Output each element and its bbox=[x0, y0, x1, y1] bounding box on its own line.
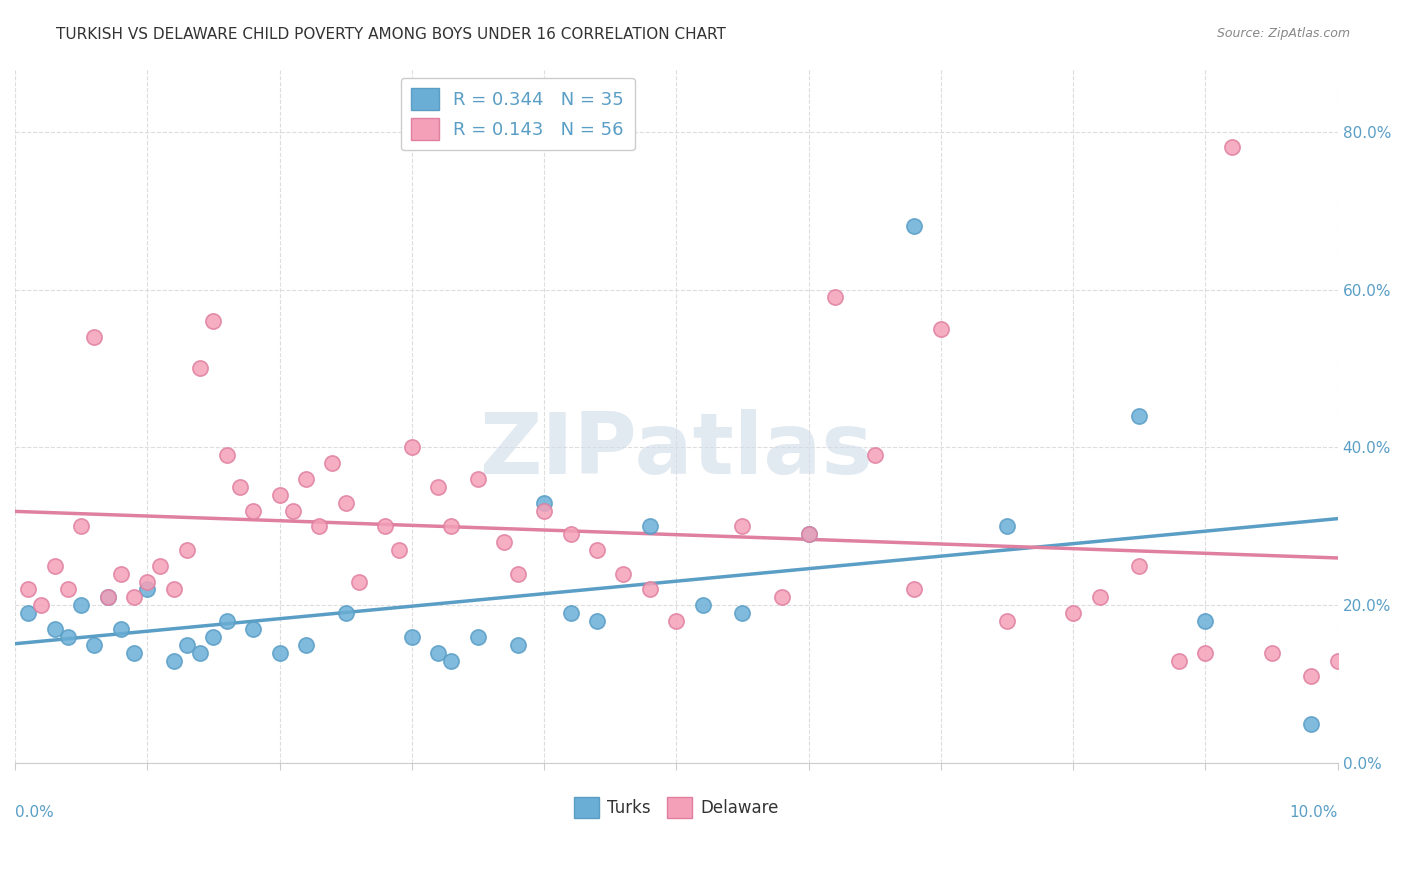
Text: 0.0%: 0.0% bbox=[15, 805, 53, 820]
Point bbox=[242, 622, 264, 636]
Point bbox=[229, 480, 252, 494]
Point bbox=[70, 519, 93, 533]
Point bbox=[995, 614, 1018, 628]
Point bbox=[1128, 409, 1150, 423]
Point bbox=[797, 527, 820, 541]
Point bbox=[202, 314, 225, 328]
Point bbox=[1167, 653, 1189, 667]
Point bbox=[295, 638, 318, 652]
Point bbox=[335, 496, 357, 510]
Point bbox=[122, 591, 145, 605]
Point bbox=[149, 558, 172, 573]
Point bbox=[97, 591, 120, 605]
Point bbox=[612, 566, 634, 581]
Point bbox=[30, 599, 52, 613]
Point bbox=[44, 622, 66, 636]
Legend: Turks, Delaware: Turks, Delaware bbox=[567, 790, 786, 824]
Point bbox=[440, 519, 463, 533]
Point bbox=[506, 638, 529, 652]
Point bbox=[176, 543, 198, 558]
Point bbox=[692, 599, 714, 613]
Point bbox=[269, 646, 291, 660]
Point bbox=[188, 646, 211, 660]
Point bbox=[242, 503, 264, 517]
Point bbox=[533, 496, 555, 510]
Point bbox=[638, 519, 661, 533]
Point bbox=[903, 582, 925, 597]
Point bbox=[506, 566, 529, 581]
Point bbox=[1301, 669, 1323, 683]
Text: Source: ZipAtlas.com: Source: ZipAtlas.com bbox=[1216, 27, 1350, 40]
Point bbox=[824, 290, 846, 304]
Point bbox=[335, 606, 357, 620]
Point bbox=[1326, 653, 1348, 667]
Point bbox=[533, 503, 555, 517]
Point bbox=[467, 630, 489, 644]
Point bbox=[83, 330, 105, 344]
Point bbox=[770, 591, 793, 605]
Point bbox=[995, 519, 1018, 533]
Point bbox=[1128, 558, 1150, 573]
Point bbox=[560, 527, 582, 541]
Point bbox=[215, 614, 238, 628]
Point bbox=[387, 543, 409, 558]
Point bbox=[163, 653, 186, 667]
Point bbox=[1220, 140, 1243, 154]
Point bbox=[401, 630, 423, 644]
Point bbox=[797, 527, 820, 541]
Point bbox=[494, 535, 516, 549]
Point bbox=[56, 582, 79, 597]
Point bbox=[136, 574, 159, 589]
Point bbox=[97, 591, 120, 605]
Point bbox=[83, 638, 105, 652]
Point bbox=[467, 472, 489, 486]
Point bbox=[56, 630, 79, 644]
Point bbox=[347, 574, 370, 589]
Point bbox=[163, 582, 186, 597]
Point bbox=[374, 519, 396, 533]
Text: 10.0%: 10.0% bbox=[1289, 805, 1337, 820]
Point bbox=[1194, 646, 1216, 660]
Point bbox=[215, 448, 238, 462]
Point bbox=[731, 519, 754, 533]
Point bbox=[1088, 591, 1111, 605]
Point bbox=[188, 361, 211, 376]
Point bbox=[863, 448, 886, 462]
Point bbox=[665, 614, 688, 628]
Point bbox=[1301, 716, 1323, 731]
Point bbox=[1194, 614, 1216, 628]
Point bbox=[176, 638, 198, 652]
Point bbox=[321, 456, 343, 470]
Text: TURKISH VS DELAWARE CHILD POVERTY AMONG BOYS UNDER 16 CORRELATION CHART: TURKISH VS DELAWARE CHILD POVERTY AMONG … bbox=[56, 27, 725, 42]
Point bbox=[638, 582, 661, 597]
Point bbox=[136, 582, 159, 597]
Point bbox=[269, 488, 291, 502]
Point bbox=[427, 480, 450, 494]
Point bbox=[586, 543, 609, 558]
Point bbox=[401, 441, 423, 455]
Point bbox=[281, 503, 304, 517]
Point bbox=[929, 322, 952, 336]
Text: ZIPatlas: ZIPatlas bbox=[479, 409, 873, 492]
Point bbox=[202, 630, 225, 644]
Point bbox=[17, 606, 39, 620]
Point bbox=[440, 653, 463, 667]
Point bbox=[17, 582, 39, 597]
Point bbox=[1260, 646, 1282, 660]
Point bbox=[44, 558, 66, 573]
Point bbox=[110, 622, 132, 636]
Point bbox=[1062, 606, 1084, 620]
Point bbox=[70, 599, 93, 613]
Point bbox=[427, 646, 450, 660]
Point bbox=[560, 606, 582, 620]
Point bbox=[308, 519, 330, 533]
Point bbox=[731, 606, 754, 620]
Point bbox=[122, 646, 145, 660]
Point bbox=[110, 566, 132, 581]
Point bbox=[586, 614, 609, 628]
Point bbox=[295, 472, 318, 486]
Point bbox=[903, 219, 925, 234]
